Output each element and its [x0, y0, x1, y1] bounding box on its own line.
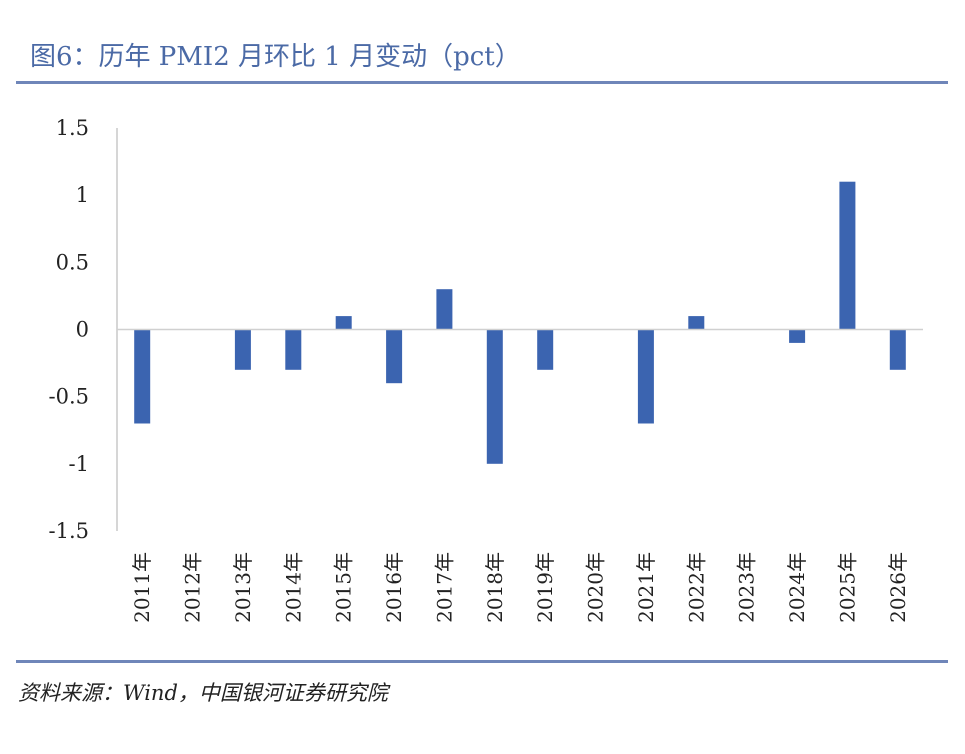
bar-2025 — [839, 181, 856, 330]
bar-2013 — [234, 329, 251, 370]
x-tick-label: 2026年 — [886, 552, 910, 623]
x-tick-label: 2022年 — [684, 552, 708, 623]
bar-2014 — [285, 329, 302, 370]
x-tick-label: 2018年 — [483, 552, 507, 623]
bar-2018 — [486, 329, 503, 464]
x-tick-label: 2015年 — [332, 552, 356, 623]
x-axis-labels: 2011年 2012年 2013年 2014年 2015年 2016年 2017年 2018年… — [130, 552, 910, 623]
source-rule — [16, 660, 948, 663]
x-tick-label: 2012年 — [181, 552, 205, 623]
bars — [134, 181, 906, 464]
y-tick-label: 0.5 — [56, 250, 89, 274]
bar-2011 — [134, 329, 151, 424]
bar-2016 — [386, 329, 403, 384]
y-axis: 1.5 1 0.5 0 -0.5 -1 -1.5 — [49, 116, 118, 543]
x-tick-label: 2011年 — [130, 552, 154, 623]
y-tick-label: 0 — [76, 318, 89, 342]
bar-2019 — [537, 329, 554, 370]
y-tick-label: -0.5 — [49, 385, 90, 409]
x-tick-label: 2014年 — [281, 552, 305, 623]
x-tick-label: 2024年 — [785, 552, 809, 623]
bar-2026 — [889, 329, 906, 370]
x-tick-label: 2016年 — [382, 552, 406, 623]
x-tick-label: 2013年 — [231, 552, 255, 623]
bar-2021 — [637, 329, 654, 424]
x-tick-label: 2017年 — [432, 552, 456, 623]
y-tick-label: -1.5 — [49, 519, 90, 543]
x-tick-label: 2023年 — [735, 552, 759, 623]
bar-2017 — [436, 289, 453, 330]
x-tick-label: 2020年 — [584, 552, 608, 623]
source-note: 资料来源：Wind，中国银河证券研究院 — [18, 681, 388, 705]
title-rule — [16, 81, 948, 84]
y-tick-label: 1.5 — [56, 116, 89, 140]
bar-2015 — [335, 316, 352, 330]
x-tick-label: 2019年 — [533, 552, 557, 623]
y-tick-label: -1 — [69, 452, 89, 476]
y-tick-label: 1 — [76, 183, 89, 207]
x-tick-label: 2025年 — [835, 552, 859, 623]
x-tick-label: 2021年 — [634, 552, 658, 623]
bar-2024 — [789, 329, 806, 343]
chart-title: 图6：历年 PMI2 月环比 1 月变动（pct） — [30, 42, 521, 72]
bar-2022 — [688, 316, 705, 330]
